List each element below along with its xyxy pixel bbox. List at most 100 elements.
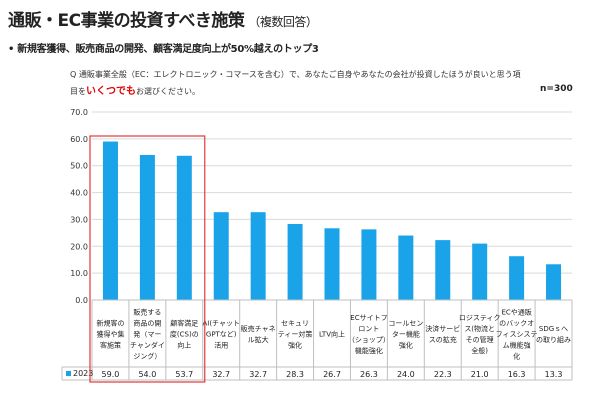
question-text: Q 通販事業全般（EC：エレクトロニック・コマースを含む）で、あなたご自身やあな…: [70, 66, 521, 100]
y-tick-label: 50.0: [70, 162, 88, 171]
bar: [324, 228, 340, 300]
category-label-line: ECや通販: [501, 308, 531, 317]
category-label-line: SDGｓへ: [539, 325, 568, 333]
category-label: セキュリティー対策強化: [278, 320, 313, 350]
category-label-line: ロジスティク: [459, 314, 501, 322]
category-label-line: 度(CS)の: [170, 330, 199, 339]
data-label: 28.3: [286, 370, 304, 379]
category-label-line: 活用: [214, 341, 228, 350]
data-label: 32.7: [212, 370, 230, 379]
category-label: ECサイトフロント （ショップ） 機能強化: [348, 314, 390, 355]
legend-label: 2023: [73, 369, 93, 378]
category-label-line: 強化: [288, 341, 302, 350]
category-label: ロジスティクス(物流とその管理全般): [459, 314, 501, 355]
category-label-line: AI(チャット: [202, 320, 240, 328]
category-label: SDGｓへの取り組み: [536, 325, 571, 344]
bar: [250, 212, 266, 300]
data-label: 22.3: [434, 370, 452, 379]
category-label-line: スの拡充: [429, 335, 457, 344]
category-label-line: 機能強化: [355, 346, 383, 355]
y-tick-label: 40.0: [70, 189, 88, 198]
category-label-line: 販売チャネ: [241, 324, 276, 333]
bar: [139, 154, 155, 300]
y-tick-label: 70.0: [70, 108, 88, 117]
data-label: 26.3: [360, 370, 378, 379]
bar: [509, 256, 525, 300]
category-label-line: 商品の開: [133, 319, 161, 328]
legend-swatch: [66, 371, 71, 376]
data-label: 13.3: [545, 370, 563, 379]
question-line2-after: お選びください。: [136, 87, 200, 96]
bar: [435, 240, 451, 300]
category-label-line: 顧客満足: [170, 319, 198, 328]
category-label: 販売する商品の開発（マーチャンダイジング）: [130, 308, 165, 361]
title-sub: （複数回答）: [248, 15, 318, 29]
data-label: 54.0: [138, 370, 156, 379]
category-label-line: GPTなど): [206, 331, 237, 339]
question-line2-before: 目を: [70, 87, 86, 96]
category-label: ECや通販のバックオフィスシステム機能強化: [496, 308, 538, 361]
category-label: 顧客満足度(CS)の向上: [170, 319, 199, 350]
y-tick-label: 10.0: [70, 269, 88, 278]
category-label-line: 発（マー: [133, 330, 161, 339]
category-label-line: の取り組み: [536, 335, 571, 344]
category-label-line: ティー対策: [278, 330, 313, 339]
bar: [287, 223, 303, 300]
question-emphasis: いくつでも: [86, 86, 136, 97]
y-tick-label: 0.0: [75, 296, 88, 305]
category-label-line: ジング）: [133, 352, 161, 361]
category-label-line: （ショップ）: [348, 336, 390, 344]
category-label-line: ター機能: [392, 330, 420, 339]
y-tick-label: 60.0: [70, 135, 88, 144]
data-label: 24.0: [397, 370, 415, 379]
category-label: 決済サービスの拡充: [425, 324, 460, 344]
category-label-line: ロント: [358, 325, 379, 333]
bar: [213, 212, 229, 300]
category-label-line: 販売する: [133, 308, 161, 317]
question-line1: Q 通販事業全般（EC：エレクトロニック・コマースを含む）で、あなたご自身やあな…: [70, 70, 521, 79]
highlight-box: [89, 135, 206, 383]
category-label: AI(チャット GPTなど) 活用: [202, 320, 240, 350]
data-label: 53.7: [175, 370, 193, 379]
category-label: コールセンター機能強化: [388, 320, 423, 350]
category-label: 新規客の獲得や集客施策: [96, 319, 124, 350]
category-label-line: 新規客の: [96, 319, 124, 328]
data-label: 26.7: [323, 370, 341, 379]
data-label: 21.0: [471, 370, 489, 379]
category-label-line: 決済サービ: [425, 324, 460, 333]
sample-size: n=300: [540, 84, 573, 94]
category-label-line: 全般): [471, 346, 488, 355]
y-tick-label: 30.0: [70, 215, 88, 224]
title-main: 通販・EC事業の投資すべき施策: [8, 11, 245, 31]
bar: [546, 264, 562, 300]
bar: [361, 229, 377, 300]
category-label: 販売チャネル拡大: [241, 324, 276, 344]
data-label: 59.0: [102, 370, 120, 379]
category-label-line: 強化: [399, 341, 413, 350]
category-label-line: フィスシステ: [496, 331, 538, 339]
category-label-line: ム機能強: [503, 341, 531, 350]
page-title: 通販・EC事業の投資すべき施策 （複数回答）: [8, 6, 318, 31]
category-label-line: 客施策: [100, 341, 121, 350]
bar: [472, 243, 488, 300]
category-label-line: ス(物流と: [464, 324, 495, 333]
data-label: 16.3: [508, 370, 526, 379]
category-label-line: チャンダイ: [130, 341, 165, 350]
category-label-line: 向上: [177, 341, 191, 350]
category-label-line: ECサイトフ: [350, 314, 387, 322]
bar: [102, 141, 118, 300]
data-label: 32.7: [249, 370, 267, 379]
category-label-line: セキュリ: [281, 320, 309, 328]
headline: • 新規客獲得、販売商品の開発、顧客満足度向上が50%越えのトップ3: [8, 44, 319, 55]
category-label-line: コールセン: [388, 320, 423, 328]
category-label-line: のバックオ: [499, 320, 534, 328]
bar: [398, 235, 414, 300]
category-label-line: 化: [513, 352, 520, 361]
category-label: LTV向上: [319, 330, 345, 339]
category-label-line: その管理: [466, 335, 494, 344]
question-line2: 目をいくつでもお選びください。: [70, 83, 521, 100]
category-label-line: 獲得や集: [96, 330, 124, 339]
category-label-line: LTV向上: [319, 330, 345, 339]
category-label-line: ル拡大: [248, 335, 269, 344]
